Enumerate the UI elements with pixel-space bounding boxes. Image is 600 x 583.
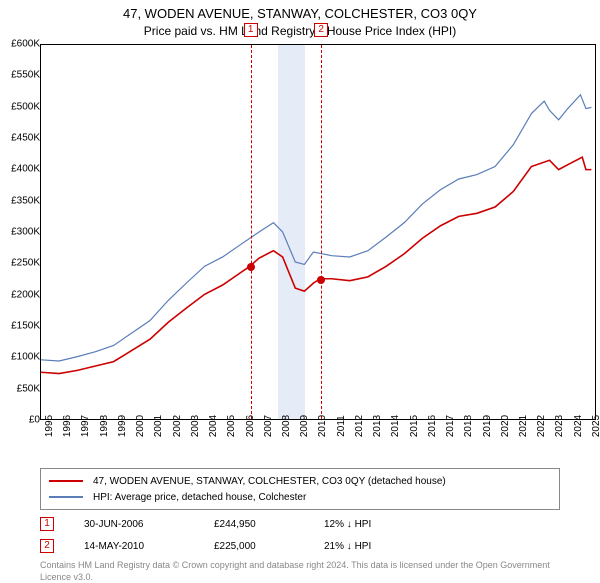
marker-number-box: 2 [314,23,328,37]
y-tick-label: £500K [11,101,40,112]
x-tick-label: 2012 [354,415,365,437]
x-tick-label: 2001 [153,415,164,437]
sale-diff: 21% ↓ HPI [324,541,371,552]
x-tick-label: 2019 [482,415,493,437]
plot-area: 12 [40,44,596,420]
legend-swatch-property [49,480,83,482]
legend-swatch-hpi [49,496,83,498]
x-tick-label: 2010 [317,415,328,437]
x-tick-label: 2014 [390,415,401,437]
sale-number-box: 1 [40,517,54,531]
x-tick-label: 2008 [281,415,292,437]
y-tick-label: £100K [11,352,40,363]
sale-number-box: 2 [40,539,54,553]
x-tick-label: 2017 [445,415,456,437]
x-tick-label: 2025 [591,415,600,437]
marker-point [247,263,255,271]
marker-dashline [321,45,322,419]
sale-date: 30-JUN-2006 [84,519,214,530]
x-tick-label: 2023 [554,415,565,437]
legend-label-property: 47, WODEN AVENUE, STANWAY, COLCHESTER, C… [93,476,446,487]
x-tick-label: 2018 [463,415,474,437]
y-tick-label: £550K [11,70,40,81]
plot-svg [41,45,595,419]
x-tick-label: 2020 [500,415,511,437]
x-tick-label: 1997 [80,415,91,437]
x-tick-label: 2000 [135,415,146,437]
attribution-text: Contains HM Land Registry data © Crown c… [40,560,560,583]
y-tick-label: £200K [11,289,40,300]
chart-title: 47, WODEN AVENUE, STANWAY, COLCHESTER, C… [0,0,600,21]
sale-date: 14-MAY-2010 [84,541,214,552]
y-tick-label: £250K [11,258,40,269]
y-tick-label: £0 [29,415,40,426]
sales-list: 1 30-JUN-2006£244,95012% ↓ HPI 2 14-MAY-201… [0,516,600,554]
x-tick-label: 2015 [409,415,420,437]
legend-item-hpi: HPI: Average price, detached house, Colc… [49,489,551,505]
x-tick-label: 2003 [190,415,201,437]
x-tick-label: 2002 [172,415,183,437]
sale-row: 1 30-JUN-2006£244,95012% ↓ HPI [40,516,600,532]
x-tick-label: 2004 [208,415,219,437]
series-line-hpi [41,95,591,361]
y-tick-label: £50K [17,383,40,394]
x-tick-label: 2005 [226,415,237,437]
y-tick-label: £300K [11,227,40,238]
legend-item-property: 47, WODEN AVENUE, STANWAY, COLCHESTER, C… [49,473,551,489]
x-tick-label: 2009 [299,415,310,437]
sale-diff: 12% ↓ HPI [324,519,371,530]
series-line-prop [41,157,591,373]
x-tick-label: 1995 [44,415,55,437]
x-tick-label: 1998 [99,415,110,437]
y-tick-label: £600K [11,39,40,50]
x-tick-label: 2024 [573,415,584,437]
marker-point [317,276,325,284]
legend-label-hpi: HPI: Average price, detached house, Colc… [93,492,306,503]
y-tick-label: £150K [11,321,40,332]
x-tick-label: 2006 [245,415,256,437]
sale-price: £244,950 [214,519,324,530]
y-tick-label: £400K [11,164,40,175]
legend: 47, WODEN AVENUE, STANWAY, COLCHESTER, C… [40,468,560,510]
x-tick-label: 2007 [263,415,274,437]
sale-row: 2 14-MAY-2010£225,00021% ↓ HPI [40,538,600,554]
y-tick-label: £350K [11,195,40,206]
x-tick-label: 2022 [536,415,547,437]
x-tick-label: 1999 [117,415,128,437]
chart-subtitle: Price paid vs. HM Land Registry's House … [0,21,600,44]
x-tick-label: 1996 [62,415,73,437]
sale-price: £225,000 [214,541,324,552]
x-tick-label: 2011 [336,415,347,437]
x-tick-label: 2016 [427,415,438,437]
y-tick-label: £450K [11,133,40,144]
marker-dashline [251,45,252,419]
x-tick-label: 2013 [372,415,383,437]
marker-number-box: 1 [244,23,258,37]
chart-container: 47, WODEN AVENUE, STANWAY, COLCHESTER, C… [0,0,600,560]
x-tick-label: 2021 [518,415,529,437]
